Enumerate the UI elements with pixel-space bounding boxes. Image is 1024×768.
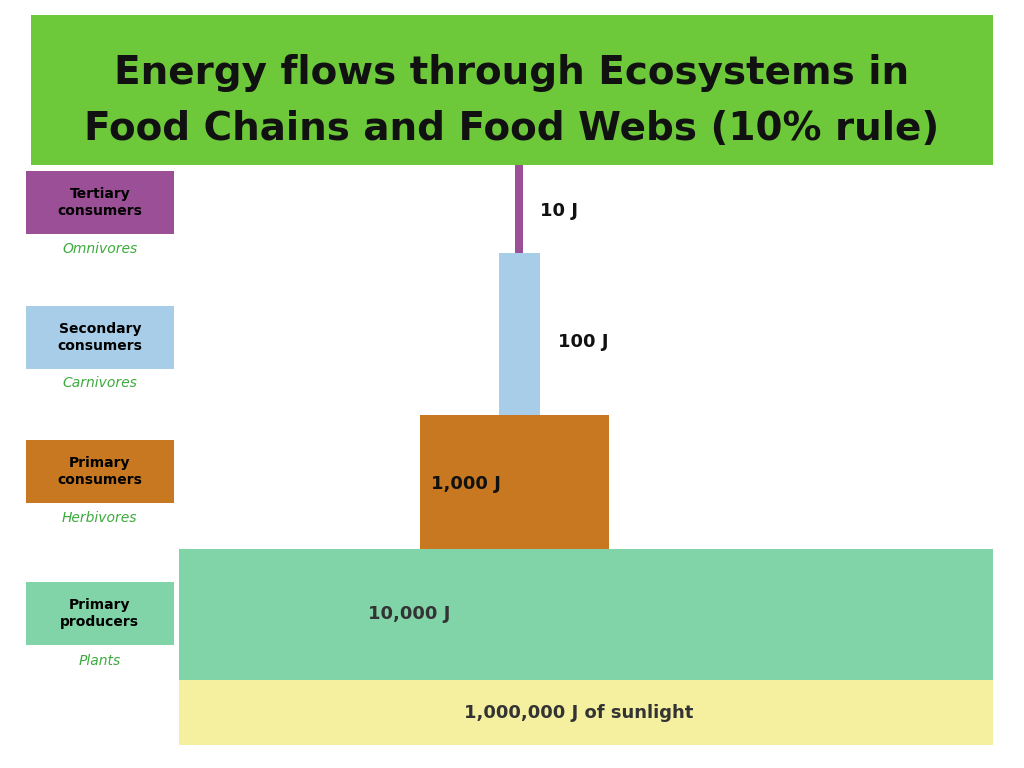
Text: Carnivores: Carnivores (62, 376, 137, 390)
Text: Herbivores: Herbivores (62, 511, 137, 525)
Text: Plants: Plants (79, 654, 121, 668)
Text: 10,000 J: 10,000 J (369, 605, 451, 624)
FancyBboxPatch shape (31, 15, 993, 165)
FancyBboxPatch shape (26, 582, 174, 645)
Text: Secondary
consumers: Secondary consumers (57, 322, 142, 353)
Text: 10 J: 10 J (540, 202, 578, 220)
FancyBboxPatch shape (420, 415, 609, 549)
Text: Primary
producers: Primary producers (60, 598, 139, 629)
Text: 1,000,000 J of sunlight: 1,000,000 J of sunlight (464, 703, 693, 722)
Text: Primary
consumers: Primary consumers (57, 456, 142, 487)
FancyBboxPatch shape (26, 171, 174, 234)
FancyBboxPatch shape (26, 440, 174, 503)
FancyBboxPatch shape (499, 253, 540, 415)
FancyBboxPatch shape (26, 306, 174, 369)
Text: 1,000 J: 1,000 J (431, 475, 501, 493)
Text: Food Chains and Food Webs (10% rule): Food Chains and Food Webs (10% rule) (84, 110, 940, 148)
FancyBboxPatch shape (515, 165, 523, 253)
Text: 100 J: 100 J (558, 333, 608, 351)
FancyBboxPatch shape (179, 549, 993, 680)
Text: Tertiary
consumers: Tertiary consumers (57, 187, 142, 218)
FancyBboxPatch shape (179, 680, 993, 745)
Text: Energy flows through Ecosystems in: Energy flows through Ecosystems in (115, 54, 909, 92)
Text: Omnivores: Omnivores (62, 242, 137, 256)
